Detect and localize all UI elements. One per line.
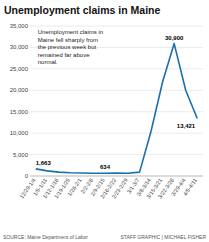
plot-area bbox=[36, 44, 197, 174]
grid-line bbox=[30, 154, 203, 155]
grid-line bbox=[30, 111, 203, 112]
y-tick-label: 25,000 bbox=[10, 66, 29, 72]
y-tick-label: 15,000 bbox=[10, 109, 29, 115]
y-tick-label: 30,000 bbox=[10, 44, 29, 50]
source: SOURCE: Maine Department of Labor bbox=[3, 234, 88, 240]
line bbox=[36, 44, 197, 174]
y-tick-label: 5,000 bbox=[13, 152, 29, 158]
annotation-line: remained far above bbox=[38, 52, 90, 58]
annotation-line: the previous week but bbox=[38, 44, 97, 50]
data-label: 13,421 bbox=[177, 123, 196, 129]
grid-line bbox=[30, 176, 203, 177]
data-label: 1,663 bbox=[36, 160, 52, 166]
x-tick-label: 1/26-2/1 bbox=[66, 177, 82, 197]
grid-line bbox=[30, 133, 203, 134]
x-tick-label: 12/29-1/4 bbox=[18, 177, 36, 199]
y-tick-label: 0 bbox=[25, 173, 29, 179]
credit: STAFF GRAPHIC | MICHAEL FISHER bbox=[121, 234, 207, 240]
data-label: 30,900 bbox=[165, 35, 184, 41]
grid-line bbox=[30, 68, 203, 69]
y-tick-label: 20,000 bbox=[10, 87, 29, 93]
title: Unemployment claims in Maine bbox=[4, 4, 161, 16]
annotation-line: Maine fell sharply from bbox=[38, 37, 98, 43]
y-tick-label: 10,000 bbox=[10, 130, 29, 136]
data-label: 634 bbox=[100, 164, 111, 170]
grid-line bbox=[30, 90, 203, 91]
annotation: Unemployment claims in Maine fell sharply… bbox=[38, 29, 103, 65]
annotation-line: Unemployment claims in bbox=[38, 29, 103, 35]
chart: Unemployment claims in Maine 0 5,000 10,000… bbox=[0, 0, 209, 242]
x-tick-label: 4/5-4/11 bbox=[182, 177, 198, 197]
annotation-line: normal. bbox=[38, 59, 58, 65]
x-tick-label: 2/23-2/29 bbox=[111, 177, 129, 199]
y-tick-label: 35,000 bbox=[10, 23, 29, 29]
grid-line bbox=[30, 26, 203, 27]
